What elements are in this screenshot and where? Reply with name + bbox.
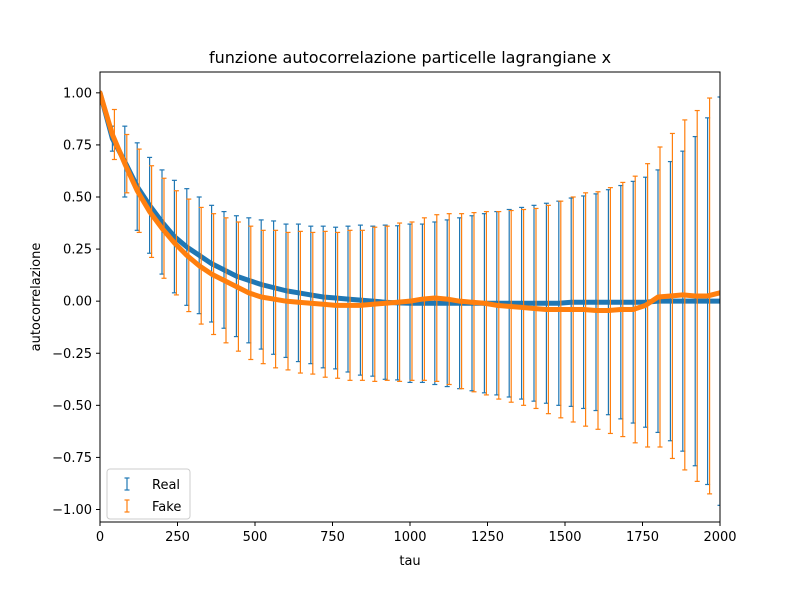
legend-label-fake: Fake (152, 500, 181, 515)
y-tick-label: 0.00 (63, 295, 92, 310)
x-tick-label: 2000 (703, 530, 736, 545)
legend-box (106, 468, 191, 520)
x-tick-label: 1500 (548, 530, 581, 545)
y-tick-label: −0.25 (52, 347, 92, 362)
y-tick-label: −1.00 (52, 503, 92, 518)
x-tick-label: 1250 (471, 530, 504, 545)
chart-title: funzione autocorrelazione particelle lag… (209, 48, 611, 67)
x-tick-label: 1750 (626, 530, 659, 545)
y-tick-label: −0.75 (52, 451, 92, 466)
legend: Real Fake (106, 468, 191, 520)
y-tick-label: 1.00 (63, 86, 92, 101)
y-axis-label: autocorrelazione (29, 243, 44, 352)
y-tick-label: 0.25 (63, 243, 92, 258)
x-tick-label: 1000 (393, 530, 426, 545)
y-tick-label: 0.75 (63, 138, 92, 153)
x-tick-label: 750 (320, 530, 345, 545)
series-line-fake (100, 90, 720, 314)
plot-area (100, 88, 720, 506)
x-tick-label: 500 (243, 530, 268, 545)
axis-ticks: 0 250 500 750 1000 1250 1500 1750 2000 −1.00 −0.75… (52, 86, 736, 545)
series-fake (100, 88, 720, 498)
legend-entry-real: Real (124, 477, 180, 493)
y-tick-label: 0.50 (63, 191, 92, 206)
legend-label-real: Real (152, 478, 180, 493)
x-tick-label: 250 (165, 530, 190, 545)
x-axis-label: tau (399, 554, 420, 569)
x-tick-label: 0 (96, 530, 104, 545)
legend-entry-fake: Fake (124, 499, 181, 515)
y-tick-label: −0.50 (52, 399, 92, 414)
